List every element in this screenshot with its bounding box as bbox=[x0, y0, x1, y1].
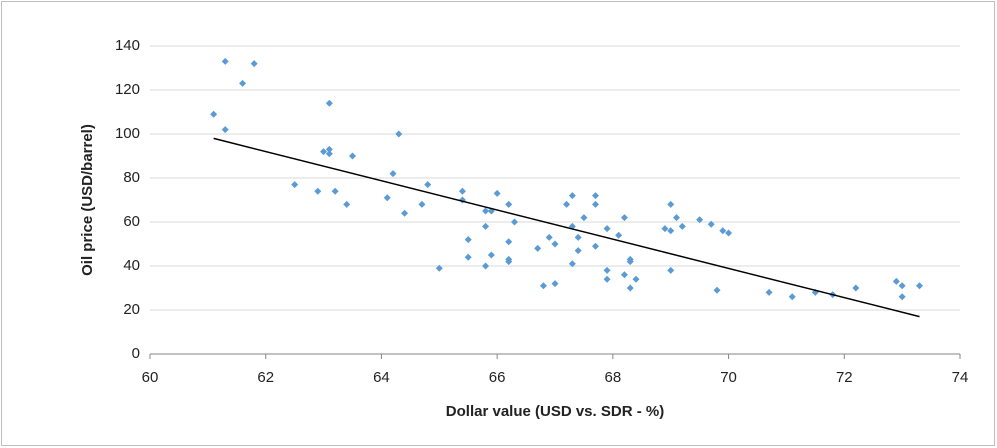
y-tick-label: 80 bbox=[123, 169, 140, 186]
point bbox=[250, 60, 258, 68]
point bbox=[574, 233, 582, 241]
y-tick-label: 60 bbox=[123, 213, 140, 230]
point bbox=[620, 271, 628, 279]
y-tick-label: 100 bbox=[115, 125, 140, 142]
point bbox=[511, 218, 518, 226]
point bbox=[424, 181, 432, 189]
point bbox=[551, 280, 559, 288]
y-tick-label: 20 bbox=[123, 301, 140, 318]
point bbox=[464, 253, 472, 261]
point bbox=[568, 260, 576, 268]
point bbox=[852, 284, 860, 292]
point bbox=[563, 200, 571, 208]
point bbox=[603, 266, 611, 274]
y-axis-title: Oil price (USD/barrel) bbox=[79, 124, 96, 276]
point bbox=[574, 247, 582, 255]
point bbox=[418, 200, 426, 208]
point bbox=[383, 194, 391, 202]
point bbox=[603, 225, 611, 233]
point bbox=[545, 233, 553, 241]
point bbox=[482, 207, 490, 215]
point bbox=[661, 225, 669, 233]
x-tick-label: 72 bbox=[836, 369, 853, 386]
x-axis-title: Dollar value (USD vs. SDR - %) bbox=[446, 403, 664, 420]
point bbox=[493, 189, 501, 197]
point bbox=[331, 187, 339, 195]
point bbox=[221, 126, 229, 134]
y-tick-label: 140 bbox=[115, 37, 140, 54]
point bbox=[395, 130, 403, 138]
point bbox=[482, 222, 490, 230]
point bbox=[505, 258, 513, 266]
point bbox=[673, 214, 680, 222]
point bbox=[487, 251, 495, 259]
point bbox=[435, 264, 443, 272]
y-tick-label: 0 bbox=[132, 345, 140, 362]
point bbox=[667, 266, 675, 274]
point bbox=[592, 200, 599, 208]
point bbox=[320, 148, 328, 156]
point bbox=[603, 275, 611, 283]
point bbox=[592, 192, 599, 200]
point bbox=[713, 286, 721, 294]
point bbox=[898, 293, 906, 301]
point bbox=[667, 227, 675, 235]
x-tick-label: 62 bbox=[257, 369, 274, 386]
point bbox=[505, 200, 513, 208]
y-tick-label: 40 bbox=[123, 257, 140, 274]
x-tick-label: 70 bbox=[720, 369, 737, 386]
point bbox=[291, 181, 299, 189]
point bbox=[551, 240, 559, 248]
y-tick-label: 120 bbox=[115, 81, 140, 98]
point bbox=[534, 244, 542, 252]
point bbox=[678, 222, 686, 230]
point bbox=[349, 152, 356, 160]
x-tick-label: 66 bbox=[489, 369, 506, 386]
point bbox=[221, 57, 229, 65]
x-tick-label: 74 bbox=[952, 369, 969, 386]
point bbox=[482, 262, 490, 270]
point bbox=[592, 242, 599, 250]
point bbox=[314, 187, 322, 195]
point bbox=[568, 192, 576, 200]
x-tick-label: 64 bbox=[373, 369, 390, 386]
point bbox=[539, 282, 547, 290]
point bbox=[325, 150, 333, 158]
x-tick-label: 60 bbox=[142, 369, 159, 386]
point bbox=[788, 293, 796, 301]
point bbox=[458, 187, 466, 195]
point bbox=[707, 220, 715, 228]
point bbox=[325, 99, 333, 107]
point bbox=[696, 216, 704, 224]
point bbox=[719, 227, 727, 235]
point bbox=[916, 282, 923, 290]
point bbox=[343, 200, 351, 208]
point bbox=[898, 282, 906, 290]
point bbox=[615, 231, 623, 239]
point bbox=[626, 258, 634, 266]
point bbox=[325, 145, 333, 153]
point bbox=[765, 288, 773, 296]
point bbox=[892, 277, 900, 285]
point bbox=[725, 229, 733, 237]
point bbox=[632, 275, 640, 283]
x-tick-label: 68 bbox=[605, 369, 622, 386]
point bbox=[626, 284, 634, 292]
point bbox=[505, 238, 513, 246]
point bbox=[667, 200, 675, 208]
point bbox=[464, 236, 472, 244]
point bbox=[580, 214, 588, 222]
point bbox=[620, 214, 628, 222]
point bbox=[401, 209, 409, 217]
trendline bbox=[213, 137, 920, 318]
point bbox=[239, 79, 247, 87]
point bbox=[210, 110, 218, 118]
point bbox=[389, 170, 397, 178]
